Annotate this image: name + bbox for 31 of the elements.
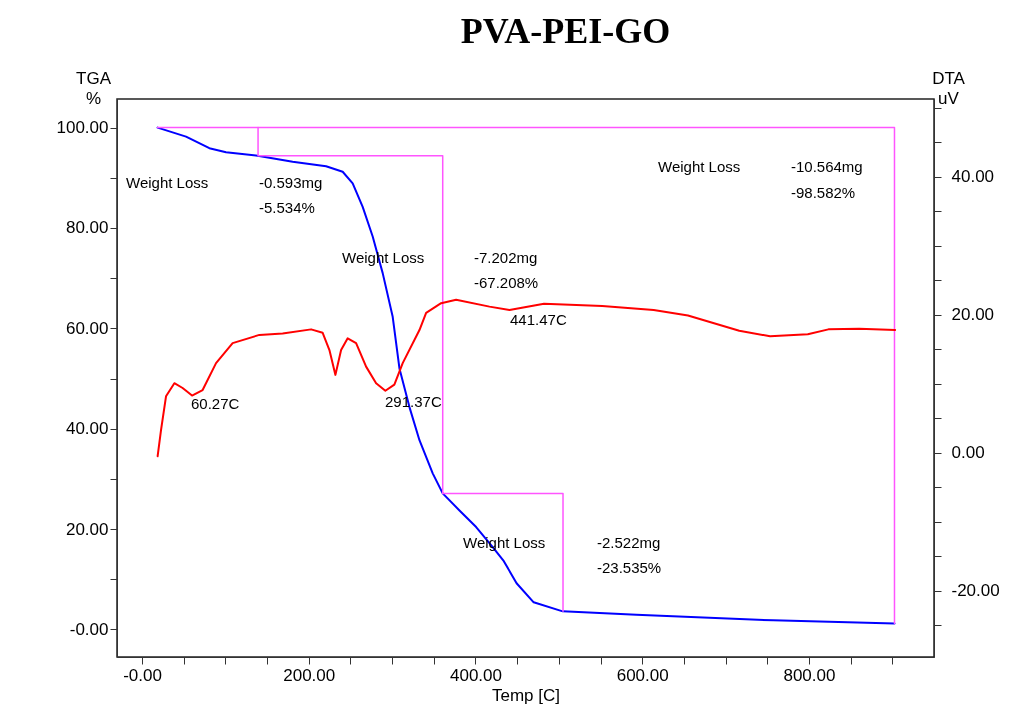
annotation: -7.202mg — [474, 249, 538, 266]
y2-axis-title: DTA uV — [932, 68, 966, 108]
x-tick-label: 800.00 — [783, 665, 836, 685]
annotation: Weight Loss — [126, 174, 209, 191]
annotation: 441.47C — [510, 311, 567, 328]
y-tick-label: 80.00 — [65, 218, 109, 238]
annotation: 60.27C — [191, 395, 240, 412]
y-tick-label: 40.00 — [65, 419, 109, 439]
y2-tick-label: -20.00 — [951, 581, 1000, 601]
annotation: -98.582% — [791, 184, 856, 201]
y-tick-label: 60.00 — [65, 318, 109, 338]
x-tick-label: 600.00 — [616, 665, 669, 685]
x-tick-label: 200.00 — [283, 665, 336, 685]
annotation: -0.593mg — [259, 174, 323, 191]
y-tick-label: -0.00 — [69, 619, 109, 639]
y-tick-label: 100.00 — [56, 118, 109, 138]
y2-tick-label: 20.00 — [951, 305, 995, 325]
annotation: -23.535% — [597, 559, 662, 576]
x-tick-label: 400.00 — [449, 665, 502, 685]
annotation: Weight Loss — [658, 158, 741, 175]
y2-tick-label: 0.00 — [951, 443, 985, 463]
y-tick-label: 20.00 — [65, 519, 109, 539]
annotation: -2.522mg — [597, 534, 661, 551]
x-tick-label: -0.00 — [123, 665, 162, 685]
x-axis-title: Temp [C] — [491, 685, 561, 705]
annotation: -5.534% — [259, 199, 315, 216]
y2-tick-label: 40.00 — [951, 167, 995, 187]
chart-title: PVA-PEI-GO — [460, 11, 671, 51]
annotation: -67.208% — [474, 274, 539, 291]
annotation: -10.564mg — [791, 158, 863, 175]
y-axis-title: TGA % — [76, 68, 112, 108]
